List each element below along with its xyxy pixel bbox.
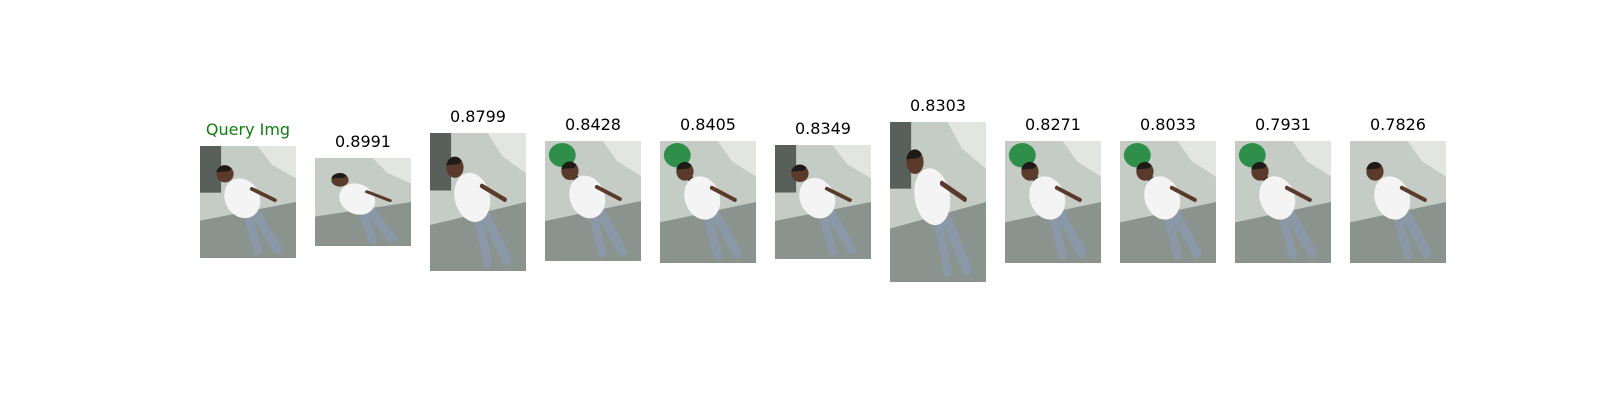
person-leg <box>1393 211 1412 260</box>
gallery-image <box>1350 141 1446 263</box>
light-patch <box>1062 141 1101 177</box>
background-figure <box>200 146 222 193</box>
similarity-score: 0.8428 <box>565 115 621 134</box>
person-leg <box>825 208 857 255</box>
person-hair <box>676 161 692 170</box>
gallery-image <box>545 141 641 261</box>
similarity-score: 0.8991 <box>335 132 391 151</box>
gallery-image <box>775 145 871 259</box>
person-hair <box>331 173 347 179</box>
person-leg <box>933 214 952 278</box>
light-patch <box>832 145 871 179</box>
person-arm <box>364 190 392 202</box>
person-hair <box>1021 161 1037 170</box>
person-hair <box>446 156 462 166</box>
person-hair <box>906 149 922 160</box>
person-arm <box>479 183 507 202</box>
person-arm <box>249 187 277 202</box>
gallery-image <box>1120 141 1216 263</box>
person-leg <box>1048 211 1067 260</box>
gallery-image <box>660 141 756 263</box>
person-hair <box>1251 161 1267 170</box>
similarity-score: 0.8799 <box>450 107 506 126</box>
person-hair <box>791 164 807 172</box>
person-hair <box>561 161 577 169</box>
background-person-shirt <box>1123 143 1151 168</box>
person-leg <box>1163 211 1182 260</box>
person-leg <box>1055 209 1087 258</box>
person-arm <box>594 185 622 201</box>
person-hair <box>1366 161 1382 170</box>
similarity-score: 0.7826 <box>1370 115 1426 134</box>
light-patch <box>257 146 296 179</box>
person-leg <box>710 209 742 258</box>
similarity-score: 0.8405 <box>680 115 736 134</box>
gallery-image <box>890 122 986 282</box>
light-patch <box>947 122 986 169</box>
person-leg <box>703 211 722 260</box>
person-leg <box>243 210 262 255</box>
query-label: Query Img <box>205 120 291 139</box>
gallery-image <box>430 133 526 271</box>
light-patch <box>1407 141 1446 177</box>
person-arm <box>1169 185 1197 202</box>
person-leg <box>1278 211 1297 260</box>
person-leg <box>595 208 627 256</box>
light-patch <box>372 158 411 184</box>
background-person-shirt <box>663 143 691 168</box>
background-figure <box>890 122 912 189</box>
light-patch <box>717 141 756 177</box>
person-leg <box>1285 209 1317 258</box>
similarity-score: 0.8303 <box>910 96 966 115</box>
gallery-image <box>1005 141 1101 263</box>
person-leg <box>480 210 512 266</box>
background-figure <box>430 133 452 191</box>
person-arm <box>709 185 737 202</box>
person-leg <box>358 208 377 244</box>
person-leg <box>588 210 607 258</box>
background-person-shirt <box>1238 143 1266 168</box>
person-hair <box>1136 161 1152 170</box>
light-patch <box>602 141 641 176</box>
person-arm <box>939 180 967 202</box>
person-hair <box>216 165 232 173</box>
person-arm <box>1284 185 1312 202</box>
similarity-score: 0.8033 <box>1140 115 1196 134</box>
person-leg <box>940 211 972 276</box>
similarity-score: 0.8271 <box>1025 115 1081 134</box>
background-person-shirt <box>548 143 576 167</box>
similarity-score: 0.7931 <box>1255 115 1311 134</box>
person-leg <box>818 211 837 256</box>
person-leg <box>365 207 397 243</box>
person-arm <box>824 186 852 202</box>
person-leg <box>1170 209 1202 258</box>
gallery-image <box>1235 141 1331 263</box>
light-patch <box>1292 141 1331 177</box>
person-arm <box>1399 185 1427 202</box>
light-patch <box>487 133 526 174</box>
query-image <box>200 146 296 258</box>
person-arm <box>1054 185 1082 202</box>
person-leg <box>250 208 282 254</box>
person-leg <box>473 212 492 267</box>
light-patch <box>1177 141 1216 177</box>
person-leg <box>1400 209 1432 258</box>
similarity-score: 0.8349 <box>795 119 851 138</box>
background-figure <box>775 145 797 193</box>
background-person-shirt <box>1008 143 1036 168</box>
gallery-image <box>315 158 411 246</box>
